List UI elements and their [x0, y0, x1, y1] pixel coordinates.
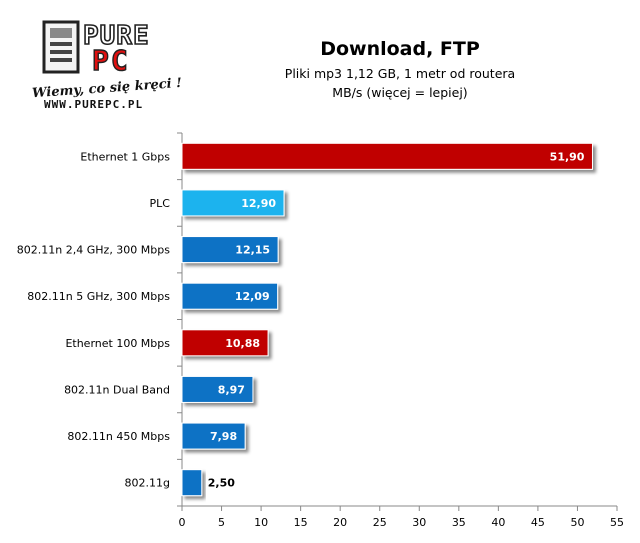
x-tick-label: 35 — [452, 516, 466, 529]
chart-title: Download, FTP — [320, 38, 480, 60]
x-tick-label: 30 — [412, 516, 426, 529]
chart-subtitle-line2: MB/s (więcej = lepiej) — [332, 85, 468, 100]
logo-brand-top: PURE — [83, 21, 150, 51]
x-tick-label: 5 — [218, 516, 225, 529]
category-label: Ethernet 100 Mbps — [65, 337, 170, 350]
chart-subtitle: Pliki mp3 1,12 GB, 1 metr od routera MB/… — [200, 64, 600, 102]
category-label: 802.11n Dual Band — [64, 383, 170, 396]
data-label: 12,15 — [235, 244, 270, 257]
category-label: 802.11n 450 Mbps — [67, 430, 170, 443]
data-label: 12,09 — [235, 290, 270, 303]
logo-brand-bottom: PC — [92, 44, 130, 77]
x-tick-label: 15 — [294, 516, 308, 529]
data-label: 2,50 — [208, 477, 235, 490]
data-label: 10,88 — [225, 337, 260, 350]
chart-subtitle-line1: Pliki mp3 1,12 GB, 1 metr od routera — [284, 66, 516, 81]
data-label: 12,90 — [241, 197, 276, 210]
category-label: 802.11g — [125, 477, 170, 490]
category-label: 802.11n 2,4 GHz, 300 Mbps — [17, 244, 170, 257]
category-label: PLC — [150, 197, 171, 210]
bar — [181, 375, 254, 403]
x-tick-label: 55 — [610, 516, 624, 529]
bar — [181, 282, 279, 310]
pc-tower-icon — [42, 20, 80, 74]
purepc-logo: PURE PC Wiemy, co się kręci ! WWW.PUREPC… — [32, 20, 183, 111]
bar — [181, 469, 203, 497]
x-tick-label: 40 — [491, 516, 505, 529]
category-label: 802.11n 5 GHz, 300 Mbps — [27, 290, 170, 303]
x-tick-label: 0 — [179, 516, 186, 529]
x-tick-label: 50 — [570, 516, 584, 529]
bar — [181, 142, 593, 170]
x-tick-label: 20 — [333, 516, 347, 529]
category-label: Ethernet 1 Gbps — [80, 150, 170, 163]
x-tick-label: 45 — [531, 516, 545, 529]
data-label: 51,90 — [550, 150, 585, 163]
x-tick-label: 10 — [254, 516, 268, 529]
logo-url: WWW.PUREPC.PL — [44, 98, 143, 111]
data-label: 7,98 — [210, 430, 237, 443]
data-label: 8,97 — [218, 383, 245, 396]
bar — [181, 329, 269, 357]
bar — [181, 422, 246, 450]
bar — [181, 189, 285, 217]
bar — [181, 236, 279, 264]
x-tick-label: 25 — [373, 516, 387, 529]
